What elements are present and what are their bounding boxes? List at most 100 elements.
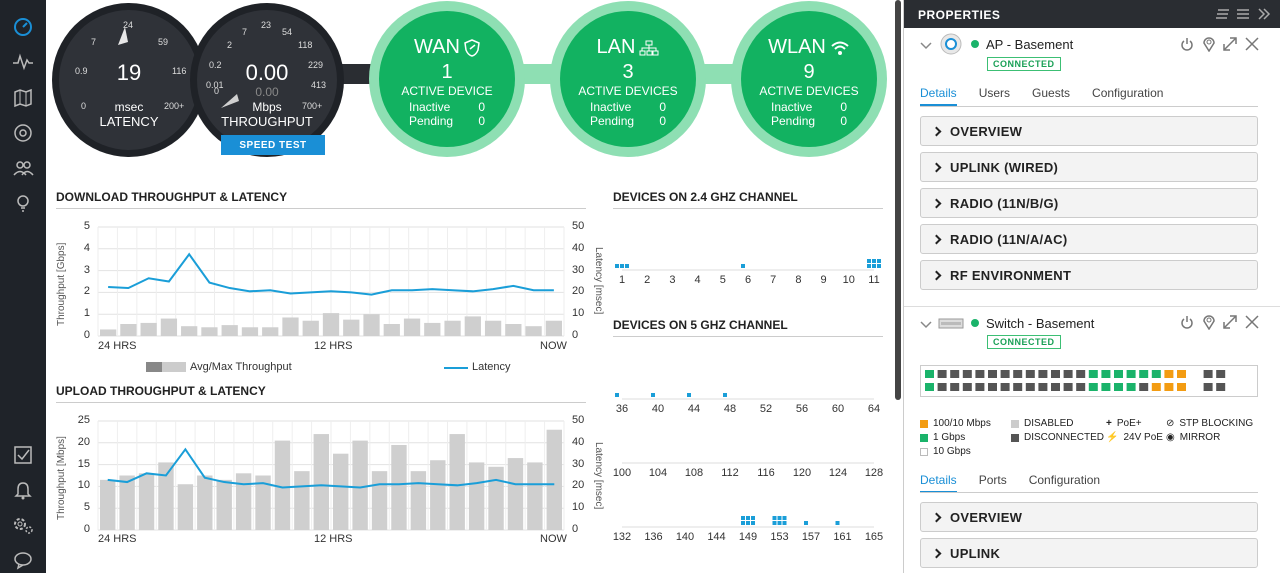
switch-port[interactable] <box>975 383 985 391</box>
y-tick-right: 40 <box>572 435 585 448</box>
tab-ports[interactable]: Ports <box>978 473 1007 487</box>
switch-port[interactable] <box>937 370 947 378</box>
section-overview[interactable]: OVERVIEW <box>920 116 1258 146</box>
close-icon[interactable] <box>1244 36 1260 57</box>
switch-port[interactable] <box>1216 383 1226 391</box>
switch-port[interactable] <box>988 383 997 391</box>
switch-port[interactable] <box>975 370 985 378</box>
switch-port[interactable] <box>950 383 960 391</box>
locate-icon[interactable] <box>1202 314 1216 335</box>
power-icon[interactable] <box>1180 37 1194 56</box>
main-scrollbar[interactable] <box>895 0 901 400</box>
notifications-icon[interactable] <box>11 478 35 502</box>
collapse-panel-icon[interactable] <box>1257 7 1271 26</box>
switch-port[interactable] <box>1025 370 1035 378</box>
switch-port[interactable] <box>1177 383 1186 391</box>
statistics-icon[interactable] <box>11 50 35 74</box>
switch-port[interactable] <box>1114 370 1123 378</box>
switch-port[interactable] <box>1164 383 1174 391</box>
popout-icon[interactable] <box>1222 36 1238 57</box>
chevron-down-icon[interactable] <box>920 317 932 335</box>
switch-port[interactable] <box>1126 370 1136 378</box>
switch-port[interactable] <box>1076 370 1086 378</box>
clients-icon[interactable] <box>11 156 35 180</box>
section-uplink-wired[interactable]: UPLINK (WIRED) <box>920 152 1258 182</box>
switch-port[interactable] <box>1051 370 1060 378</box>
section-rf-environment[interactable]: RF ENVIRONMENT <box>920 260 1258 290</box>
close-icon[interactable] <box>1244 314 1260 335</box>
switch-port[interactable] <box>1000 383 1010 391</box>
switch-port[interactable] <box>1013 383 1023 391</box>
switch-port[interactable] <box>1013 370 1023 378</box>
switch-port[interactable] <box>988 370 997 378</box>
speed-test-button[interactable]: SPEED TEST <box>221 135 325 155</box>
switch-port[interactable] <box>1164 370 1174 378</box>
throughput-bar <box>546 429 562 530</box>
chevron-right-icon <box>931 162 942 172</box>
tab-configuration[interactable]: Configuration <box>1092 86 1164 100</box>
switch-port[interactable] <box>1038 370 1048 378</box>
download-ylabel-left: Throughput [Gbps] <box>56 242 67 326</box>
gauge-tick: 2 <box>227 40 233 50</box>
switch-port[interactable] <box>1088 370 1098 378</box>
channel-5-label: 56 <box>795 403 809 415</box>
switch-port[interactable] <box>1051 383 1060 391</box>
devices-icon[interactable] <box>11 121 35 145</box>
switch-port[interactable] <box>925 383 934 391</box>
switch-port[interactable] <box>1151 370 1161 378</box>
popout-icon[interactable] <box>1222 314 1238 335</box>
switch-port[interactable] <box>1063 370 1073 378</box>
section-uplink[interactable]: UPLINK <box>920 538 1258 568</box>
section-radio-ac[interactable]: RADIO (11N/A/AC) <box>920 224 1258 254</box>
section-overview[interactable]: OVERVIEW <box>920 502 1258 532</box>
tab-guests[interactable]: Guests <box>1032 86 1071 100</box>
alerts-list-icon[interactable] <box>11 443 35 467</box>
status-circle-lan[interactable]: LAN 3 ACTIVE DEVICES Inactive 0 Pending 0 <box>568 30 688 130</box>
support-chat-icon[interactable] <box>11 548 35 572</box>
power-icon[interactable] <box>1180 315 1194 334</box>
throughput-bar <box>430 460 446 530</box>
switch-port[interactable] <box>1139 383 1149 391</box>
switch-port[interactable] <box>1151 383 1161 391</box>
switch-port[interactable] <box>1203 383 1213 391</box>
switch-port[interactable] <box>1139 370 1149 378</box>
channel-24-label: 7 <box>770 274 777 286</box>
switch-port[interactable] <box>962 383 972 391</box>
status-circle-wlan[interactable]: WLAN 9 ACTIVE DEVICES Inactive 0 Pending 0 <box>749 30 869 130</box>
switch-port[interactable] <box>1126 383 1136 391</box>
status-circle-wan[interactable]: WAN 1 ACTIVE DEVICE Inactive 0 Pending 0 <box>387 30 507 130</box>
switch-port[interactable] <box>1088 383 1098 391</box>
gauge-tick: 0.2 <box>209 60 222 70</box>
map-icon[interactable] <box>11 86 35 110</box>
chevron-down-icon[interactable] <box>920 38 932 56</box>
insights-icon[interactable] <box>11 191 35 215</box>
switch-port[interactable] <box>1025 383 1035 391</box>
switch-port[interactable] <box>1076 383 1086 391</box>
switch-port[interactable] <box>1203 370 1213 378</box>
tab-configuration[interactable]: Configuration <box>1028 473 1101 487</box>
y-tick-left: 25 <box>77 414 90 426</box>
tab-users[interactable]: Users <box>978 86 1011 100</box>
legend-1gbps: 1 Gbps <box>920 432 965 443</box>
switch-port[interactable] <box>925 370 934 378</box>
locate-icon[interactable] <box>1202 36 1216 57</box>
tab-details[interactable]: Details <box>920 86 957 106</box>
switch-port[interactable] <box>1101 370 1111 378</box>
settings-icon[interactable] <box>11 513 35 537</box>
switch-port[interactable] <box>1063 383 1073 391</box>
list-icon[interactable] <box>1236 7 1250 26</box>
switch-port[interactable] <box>1000 370 1010 378</box>
section-radio-ng[interactable]: RADIO (11N/B/G) <box>920 188 1258 218</box>
dashboard-icon[interactable] <box>11 15 35 39</box>
switch-port[interactable] <box>1177 370 1186 378</box>
switch-port[interactable] <box>937 383 947 391</box>
switch-port[interactable] <box>1114 383 1123 391</box>
switch-port[interactable] <box>1038 383 1048 391</box>
list-compact-icon[interactable] <box>1216 7 1230 26</box>
switch-port[interactable] <box>950 370 960 378</box>
switch-port[interactable] <box>1101 383 1111 391</box>
switch-port[interactable] <box>1216 370 1226 378</box>
properties-title: PROPERTIES <box>918 8 1001 22</box>
switch-port[interactable] <box>962 370 972 378</box>
tab-details[interactable]: Details <box>920 473 957 493</box>
